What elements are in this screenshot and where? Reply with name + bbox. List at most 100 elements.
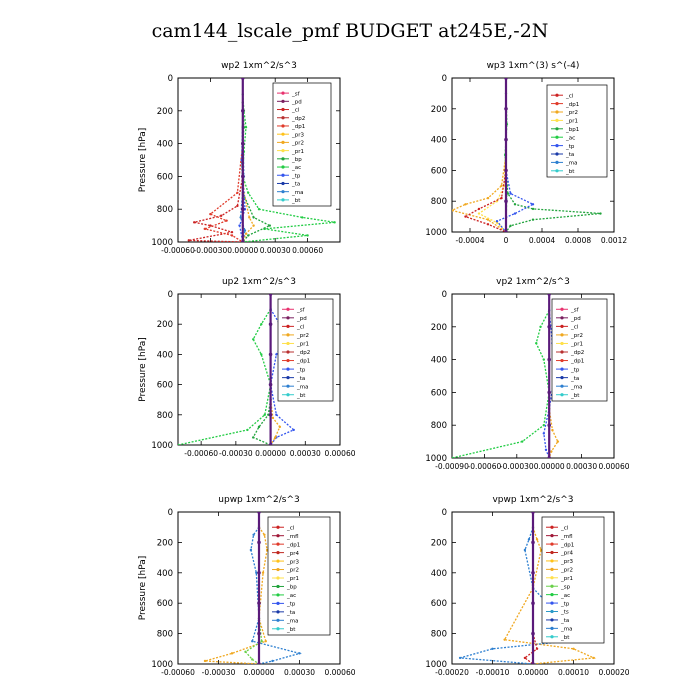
legend-marker	[286, 341, 290, 346]
legend-label: _tp	[296, 367, 306, 373]
legend-label: _ta	[560, 618, 569, 624]
y-tick-label: 800	[157, 630, 173, 640]
legend-marker	[281, 149, 285, 153]
panel-4: vp2 1xm^2/s^302004006008001000-0.00090-0…	[425, 277, 629, 471]
legend-marker	[281, 124, 285, 128]
legend-marker	[550, 635, 554, 639]
legend-marker	[560, 307, 564, 311]
legend-label: _ma	[570, 384, 582, 390]
legend-label: _pr3	[291, 132, 305, 138]
y-tick-label: 800	[431, 197, 447, 207]
series-group	[203, 512, 302, 664]
legend-label: _sf	[570, 307, 580, 313]
series-point-total	[504, 78, 508, 80]
panel-1: wp2 1xm^2/s^3 0 200 400 600 800 1000-0.00060-0…	[138, 61, 341, 255]
plot-frame	[451, 293, 615, 459]
legend-label: _pd	[296, 316, 307, 322]
legend-marker	[276, 534, 280, 538]
series-point-cl	[464, 215, 467, 218]
panel-title: vp2 1xm^2/s^3	[496, 277, 570, 287]
legend-marker	[281, 132, 285, 136]
series-point-cl	[209, 224, 212, 227]
legend-label: _ac	[565, 135, 575, 141]
series-point-pr2	[244, 232, 248, 235]
legend-marker	[560, 341, 564, 346]
x-tick-label: 0.0008	[565, 236, 591, 245]
series-point-cl	[535, 647, 539, 650]
series-point-pr2	[572, 647, 575, 650]
legend-label: _tp	[570, 367, 580, 373]
series-point-cl	[193, 221, 196, 224]
series-point-total	[547, 357, 551, 362]
legend-label: _bt	[291, 198, 301, 204]
series-point-ac	[542, 424, 545, 427]
legend-marker	[560, 324, 564, 328]
series-line-bp	[241, 102, 272, 242]
legend-label: _cl	[570, 325, 579, 331]
series-point-total	[241, 240, 245, 242]
series-point-total	[531, 601, 535, 605]
legend: _sf _pd _cl _pr2 _pr1 _dp2 _dp1 _tp _ta _ma _bt	[277, 298, 334, 402]
legend-label: _ma	[565, 161, 577, 167]
legend-marker	[555, 135, 559, 139]
series-group	[187, 78, 336, 242]
series-point-total	[257, 601, 261, 605]
y-axis-label: Pressure [hPa]	[138, 556, 148, 621]
series-point-cl	[486, 223, 490, 226]
legend-marker	[281, 190, 285, 194]
legend-label: _mfl	[560, 534, 573, 540]
legend-label: _pd	[291, 100, 302, 106]
x-tick-label: -0.00030	[500, 462, 534, 471]
panel-title: vpwp 1xm^2/s^3	[492, 495, 573, 505]
series-point-total	[268, 322, 273, 327]
series-point-pr2	[452, 209, 454, 212]
y-tick-label: 1000	[151, 238, 173, 248]
y-tick-label: 400	[431, 569, 447, 579]
series-point-ac	[257, 208, 261, 211]
legend-marker	[560, 376, 564, 380]
series-point-total	[268, 352, 273, 357]
panel-title: upwp 1xm^2/s^3	[218, 495, 299, 505]
legend-marker	[555, 144, 559, 148]
series-group	[452, 78, 602, 232]
series-point-total	[547, 423, 551, 428]
series-point-total	[241, 141, 245, 146]
y-tick-label: 600	[157, 599, 173, 609]
legend-marker	[555, 127, 559, 131]
legend-label: _dp1	[296, 359, 310, 365]
legend-label: _dp1	[570, 359, 584, 365]
y-tick-label: 0	[168, 290, 173, 300]
legend-label: _dp2	[570, 350, 584, 356]
x-tick-label: 0.0004	[529, 236, 555, 245]
y-tick-label: 800	[431, 421, 447, 431]
series-point-total	[504, 230, 508, 232]
legend-label: _pr4	[560, 551, 574, 557]
legend-marker	[281, 198, 285, 202]
series-line-pr2	[503, 526, 597, 664]
series-point-ma	[255, 571, 258, 574]
series-point-tp	[544, 448, 548, 451]
series-point-pr2	[263, 533, 266, 536]
y-tick-label: 1000	[151, 660, 173, 670]
plot-frame	[177, 293, 341, 446]
series-point-pr2	[248, 216, 251, 219]
series-point-pr2	[252, 224, 255, 227]
series-point-total	[531, 571, 535, 575]
series-point-dp1	[209, 212, 212, 216]
legend-marker	[550, 584, 554, 588]
legend: _cl _mfl _dp1 _pr4 _pr3 _pr2 _pr1 _sp _ac _tp _ts _…	[541, 516, 605, 644]
legend-marker	[560, 316, 564, 320]
series-point-bp	[257, 425, 261, 429]
series-point-dp1	[236, 191, 239, 194]
legend-marker	[550, 567, 554, 571]
y-tick-label: 200	[157, 538, 173, 548]
legend-label: _ts	[560, 610, 569, 616]
legend-marker	[276, 601, 280, 605]
plot-frame	[451, 77, 615, 233]
y-tick-label: 600	[157, 381, 173, 391]
y-tick-label: 0	[442, 74, 447, 84]
y-tick-label: 1000	[425, 660, 447, 670]
series-point-sp	[251, 658, 254, 661]
legend-label: _ma	[560, 627, 572, 633]
series-point-ac	[452, 456, 454, 458]
